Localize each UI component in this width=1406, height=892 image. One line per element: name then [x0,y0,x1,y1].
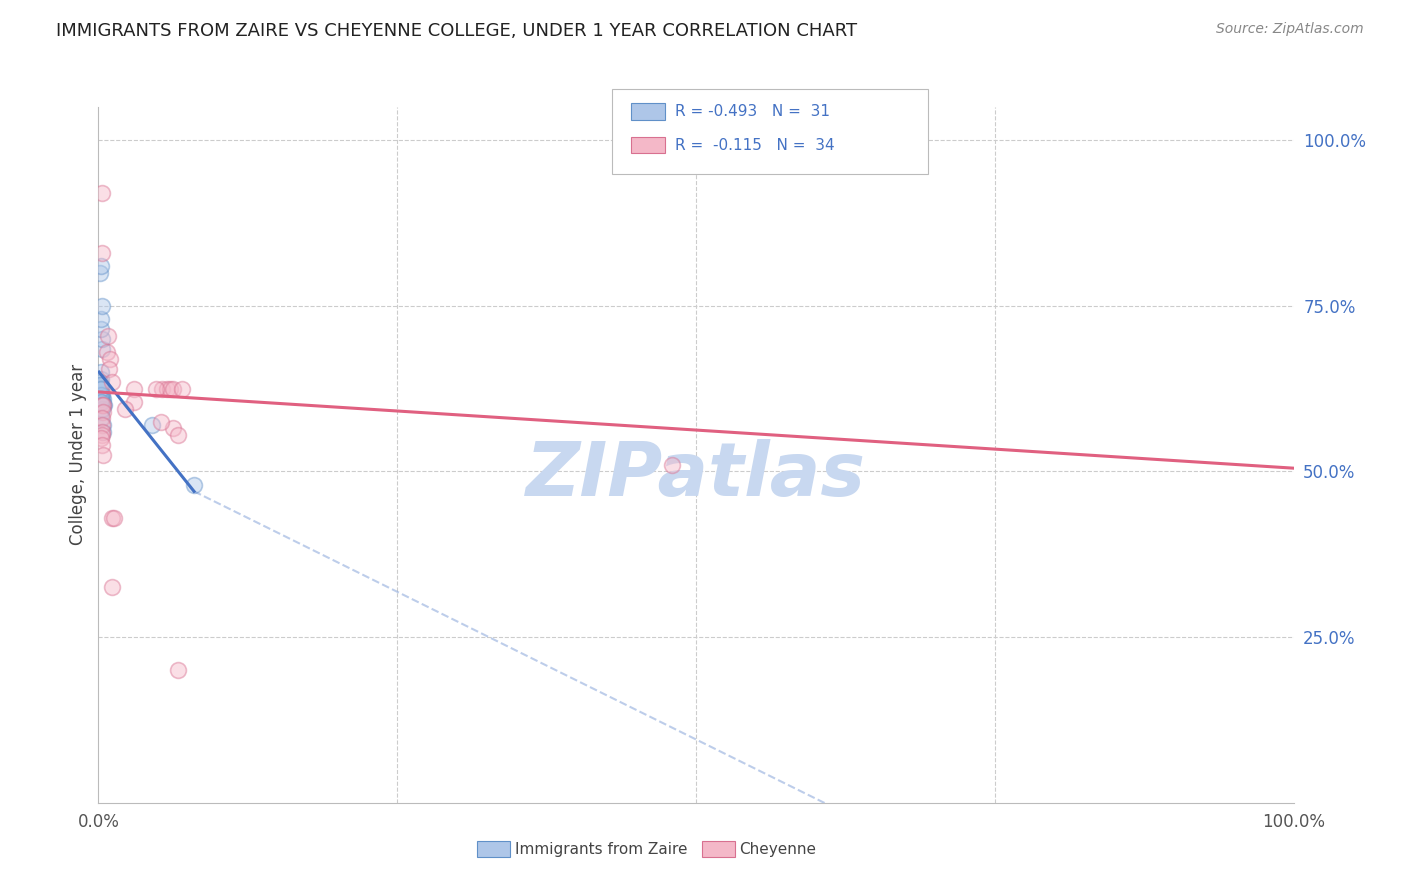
Text: Cheyenne: Cheyenne [740,842,817,856]
Point [91,425,114,439]
Point [91,398,114,412]
Point [98,361,121,376]
Point [91,428,114,442]
Point [90,372,112,386]
Point [100,511,122,525]
Point [149,415,172,429]
Point [97,328,120,343]
Point [162,421,184,435]
Point [90,392,112,406]
Point [661,458,683,472]
Point [172,382,194,396]
Point [90,431,112,445]
Point [91,398,114,412]
Point [100,581,122,595]
Point [91,186,114,201]
Text: Immigrants from Zaire: Immigrants from Zaire [515,842,688,856]
Point [159,382,181,396]
Point [91,245,114,260]
Text: R = -0.493   N =  31: R = -0.493 N = 31 [675,104,830,119]
Point [90,382,112,396]
Y-axis label: College, Under 1 year: College, Under 1 year [69,364,87,546]
Text: IMMIGRANTS FROM ZAIRE VS CHEYENNE COLLEGE, UNDER 1 YEAR CORRELATION CHART: IMMIGRANTS FROM ZAIRE VS CHEYENNE COLLEG… [56,22,858,40]
Point [91,299,114,313]
Point [93,398,115,412]
Point [91,395,114,409]
Point [124,395,146,409]
Point [103,511,125,525]
Point [91,332,114,346]
Text: ZIPatlas: ZIPatlas [526,439,866,512]
Point [89,378,111,392]
Point [90,388,112,402]
Point [91,425,114,439]
Point [91,392,114,406]
Point [91,398,114,412]
Point [90,322,112,336]
Point [124,382,146,396]
Point [90,365,112,379]
Point [162,382,184,396]
Point [89,266,111,280]
Point [150,382,173,396]
Point [155,382,177,396]
Point [91,418,114,433]
Point [91,401,114,416]
Point [91,405,114,419]
Point [98,351,122,366]
Point [91,448,114,462]
Point [91,411,114,425]
Point [96,345,118,359]
Point [91,388,114,402]
Point [89,375,111,389]
Point [90,312,112,326]
Point [114,401,136,416]
Point [91,398,114,412]
Point [90,395,112,409]
Text: Source: ZipAtlas.com: Source: ZipAtlas.com [1216,22,1364,37]
Point [90,411,112,425]
Point [100,375,122,389]
Point [183,477,205,491]
Point [90,259,112,273]
Point [90,405,112,419]
Point [89,382,111,396]
Point [91,342,114,356]
Text: R =  -0.115   N =  34: R = -0.115 N = 34 [675,138,835,153]
Point [90,378,112,392]
Point [91,418,114,433]
Point [141,418,163,433]
Point [167,663,190,677]
Point [145,382,167,396]
Point [167,428,190,442]
Point [91,438,114,452]
Point [91,392,114,406]
